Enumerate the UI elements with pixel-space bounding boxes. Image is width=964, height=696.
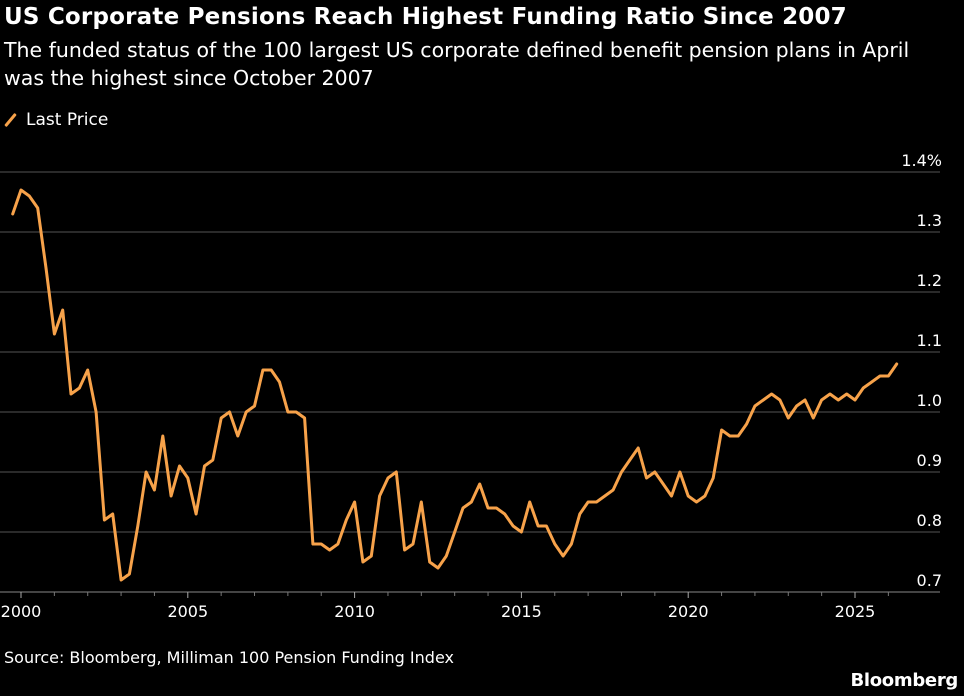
y-tick-label: 0.7 — [917, 571, 942, 590]
y-tick-label: 1.2 — [917, 271, 942, 290]
y-tick-label: 1.4% — [901, 151, 942, 170]
bloomberg-logo: Bloomberg — [850, 670, 958, 691]
y-tick-label: 1.0 — [917, 391, 942, 410]
x-tick-label: 2010 — [334, 602, 375, 621]
x-tick-label: 2020 — [668, 602, 709, 621]
y-tick-label: 0.8 — [917, 511, 942, 530]
x-axis: 2000 2005 2010 2015 2020 2025 — [0, 591, 940, 621]
x-tick-label: 2000 — [1, 602, 42, 621]
chart-title: US Corporate Pensions Reach Highest Fund… — [4, 4, 847, 30]
gridlines — [0, 171, 940, 593]
series-line-last-price — [11, 188, 899, 582]
line-chart: 1.4%1.31.21.11.00.90.80.7 2000 2005 2010 20… — [0, 151, 942, 621]
x-tick-label: 2025 — [835, 602, 876, 621]
y-tick-label: 0.9 — [917, 451, 942, 470]
y-axis-ticks: 1.4% 1.3 1.2 1.1 1.0 0.9 0.8 0.7 — [901, 151, 942, 590]
x-tick-label: 2005 — [167, 602, 208, 621]
legend: Last Price — [4, 108, 108, 132]
legend-label: Last Price — [26, 110, 109, 130]
y-tick-label: 1.3 — [917, 211, 942, 230]
source-note: Source: Bloomberg, Milliman 100 Pension … — [4, 648, 454, 667]
series-group — [11, 188, 899, 582]
x-tick-label: 2015 — [501, 602, 542, 621]
chart-subtitle: The funded status of the 100 largest US … — [4, 38, 910, 90]
y-tick-label: 1.1 — [917, 331, 942, 350]
